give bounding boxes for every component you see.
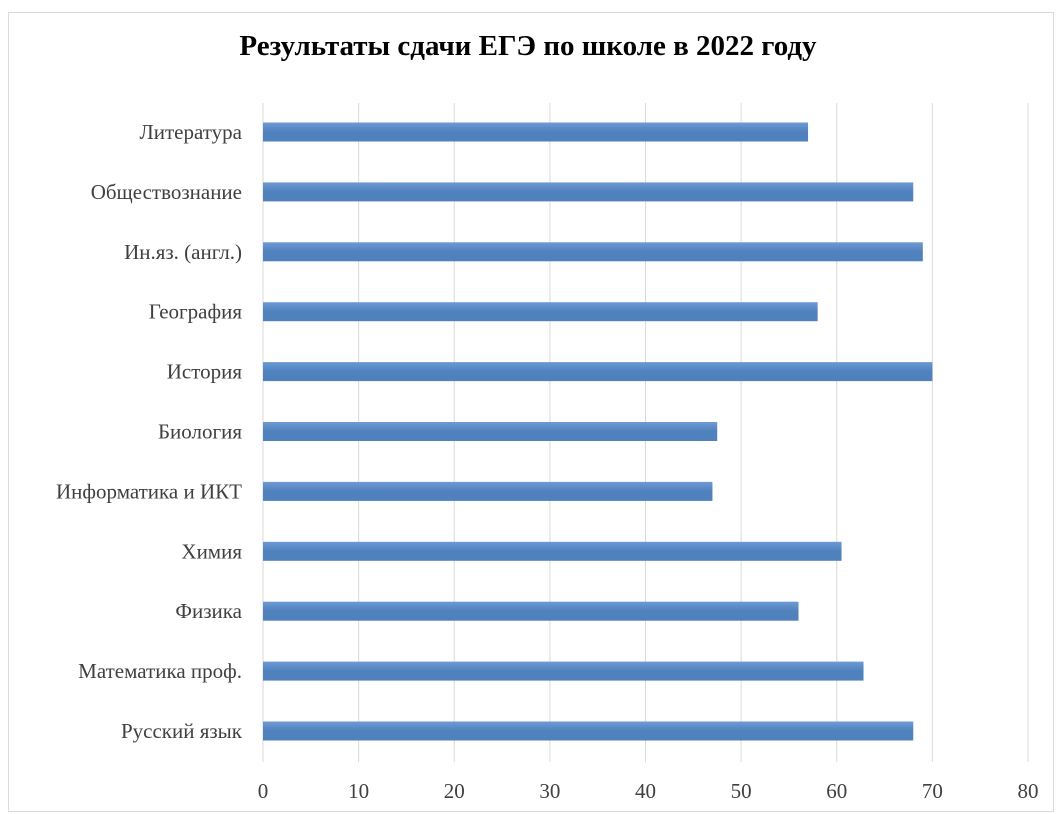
x-tick-label: 20: [444, 779, 465, 803]
bar: [263, 302, 818, 322]
category-label: Биология: [158, 420, 242, 444]
category-label: Информатика и ИКТ: [56, 479, 242, 503]
x-tick-label: 70: [922, 779, 943, 803]
bar-layer: [263, 122, 933, 741]
category-label: Физика: [175, 599, 242, 623]
category-label: Ин.яз. (англ.): [124, 240, 242, 264]
bar: [263, 422, 718, 441]
x-tick-label: 80: [1018, 779, 1039, 803]
category-label: Химия: [181, 539, 242, 563]
x-tick-label: 0: [258, 779, 269, 803]
bar: [263, 481, 713, 501]
x-tick-label: 50: [731, 779, 752, 803]
category-label: География: [149, 300, 243, 324]
x-tick-label: 10: [348, 779, 369, 803]
category-label: Литература: [140, 120, 243, 144]
x-tick-label: 30: [539, 779, 560, 803]
x-tick-label: 40: [635, 779, 656, 803]
bar: [263, 242, 923, 262]
bar: [263, 541, 842, 561]
category-labels: Литература Обществознание Ин.яз. (англ.) Ге…: [56, 120, 243, 743]
bar: [263, 362, 933, 382]
category-label: История: [167, 360, 243, 384]
bar: [263, 601, 799, 621]
category-label: Обществознание: [91, 180, 242, 204]
category-label: Математика проф.: [78, 659, 242, 683]
bar: [263, 182, 914, 202]
bar: [263, 122, 809, 142]
chart-title: Результаты сдачи ЕГЭ по школе в 2022 год…: [239, 30, 817, 62]
x-tick-label: 60: [826, 779, 847, 803]
x-tick-labels: 0 10 20 30 40 50 60 70 80: [258, 779, 1039, 803]
bar: [263, 661, 864, 681]
bar: [263, 721, 914, 741]
category-label: Русский язык: [121, 719, 243, 743]
